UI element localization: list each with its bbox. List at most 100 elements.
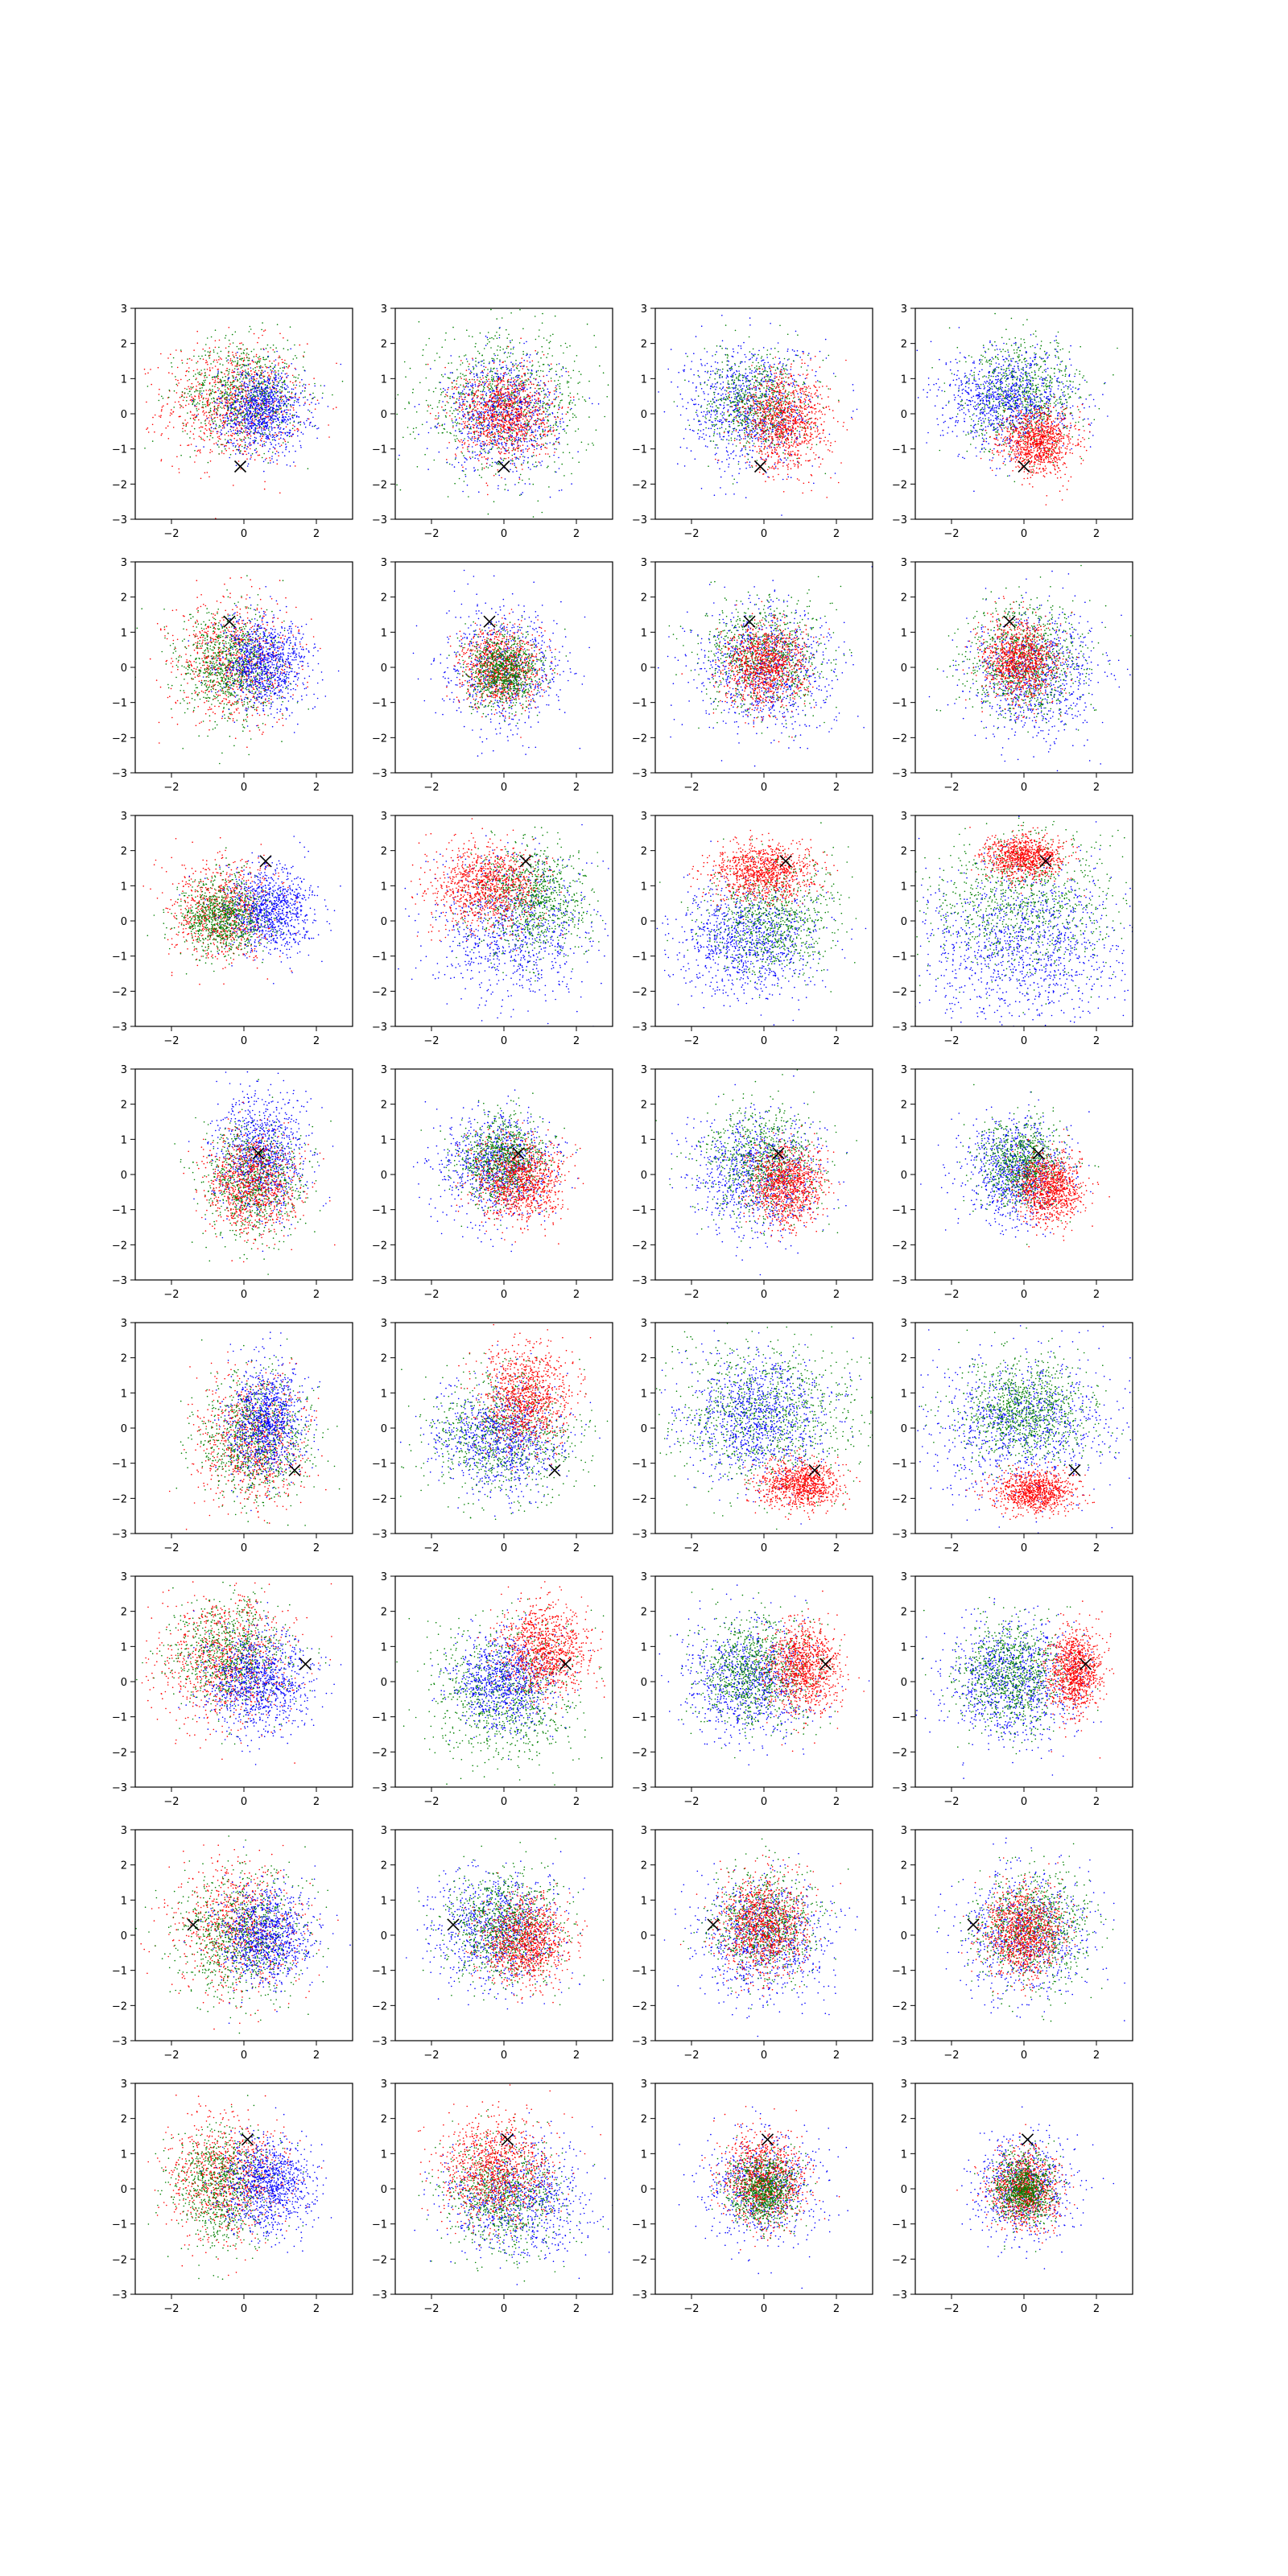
scatter-point <box>217 399 219 401</box>
scatter-point <box>231 394 233 396</box>
scatter-point <box>467 361 469 362</box>
scatter-point <box>540 423 542 424</box>
scatter-point <box>472 456 473 458</box>
scatter-point <box>240 421 242 423</box>
scatter-point <box>483 366 485 368</box>
scatter-point <box>478 431 480 433</box>
scatter-point <box>513 392 514 394</box>
scatter-point <box>555 441 557 443</box>
scatter-point <box>533 413 535 415</box>
scatter-point <box>502 422 504 423</box>
scatter-point <box>569 403 571 405</box>
scatter-point <box>470 458 472 460</box>
scatter-point <box>543 403 544 405</box>
scatter-point <box>243 440 245 441</box>
scatter-point <box>388 369 390 371</box>
scatter-point <box>464 403 466 405</box>
scatter-point <box>447 431 448 433</box>
scatter-point <box>266 390 267 392</box>
scatter-point <box>472 446 473 448</box>
scatter-point <box>208 477 210 478</box>
scatter-point <box>287 386 289 388</box>
scatter-point <box>244 448 246 449</box>
scatter-point <box>481 477 482 478</box>
scatter-point <box>555 423 556 425</box>
scatter-point <box>491 377 493 378</box>
scatter-point <box>542 407 543 408</box>
scatter-point <box>241 342 242 344</box>
scatter-point <box>534 466 535 468</box>
scatter-point <box>230 398 232 400</box>
scatter-point <box>438 417 440 419</box>
scatter-point <box>267 425 269 427</box>
scatter-point <box>250 395 251 397</box>
scatter-point <box>493 501 495 502</box>
scatter-point <box>529 448 530 449</box>
scatter-point <box>541 444 543 445</box>
scatter-point <box>466 459 468 460</box>
scatter-point <box>469 336 470 337</box>
scatter-point <box>485 336 487 337</box>
scatter-point <box>234 361 236 362</box>
scatter-point <box>446 459 448 460</box>
scatter-point <box>266 438 267 440</box>
scatter-point <box>566 425 568 427</box>
scatter-point <box>505 361 506 362</box>
scatter-point <box>504 384 506 386</box>
scatter-point <box>468 440 469 442</box>
scatter-point <box>554 380 555 382</box>
scatter-point <box>230 388 232 390</box>
scatter-point <box>247 446 249 448</box>
scatter-point <box>276 390 278 391</box>
scatter-point <box>400 489 402 491</box>
scatter-point <box>509 393 510 394</box>
scatter-point <box>456 456 457 457</box>
scatter-point <box>250 423 251 424</box>
scatter-point <box>258 383 259 385</box>
scatter-point <box>297 431 299 432</box>
scatter-point <box>549 456 551 457</box>
scatter-point <box>434 360 436 361</box>
scatter-point <box>315 425 316 427</box>
scatter-point <box>237 444 239 445</box>
scatter-point <box>245 444 246 446</box>
scatter-point <box>269 383 270 385</box>
scatter-point <box>258 423 260 424</box>
scatter-point <box>584 399 586 401</box>
scatter-point <box>235 425 237 427</box>
scatter-point <box>291 407 292 408</box>
scatter-point <box>549 414 551 415</box>
scatter-point <box>218 405 220 407</box>
scatter-point <box>550 369 551 370</box>
scatter-point <box>497 448 498 449</box>
scatter-point <box>274 427 275 429</box>
scatter-point <box>227 378 229 380</box>
scatter-point <box>547 419 549 421</box>
scatter-point <box>233 361 234 363</box>
scatter-point <box>270 347 271 349</box>
scatter-point <box>217 440 219 442</box>
scatter-point <box>527 461 529 463</box>
scatter-point <box>283 401 285 402</box>
scatter-point <box>272 434 274 436</box>
scatter-point <box>266 394 267 395</box>
scatter-point <box>259 361 261 362</box>
scatter-point <box>235 447 237 448</box>
scatter-point <box>514 441 516 443</box>
scatter-point <box>475 346 477 348</box>
scatter-point <box>530 354 531 356</box>
scatter-point <box>499 464 501 465</box>
scatter-point <box>574 361 576 362</box>
scatter-point <box>277 418 279 419</box>
scatter-point <box>282 452 283 453</box>
scatter-point <box>272 440 274 441</box>
scatter-point <box>203 358 204 360</box>
scatter-point <box>539 427 540 429</box>
scatter-point <box>181 396 183 398</box>
scatter-point <box>522 351 524 353</box>
scatter-point <box>207 400 208 402</box>
scatter-point <box>193 400 195 402</box>
scatter-point <box>279 392 281 394</box>
y-tick-label: 2 <box>121 339 127 351</box>
scatter-point <box>509 436 510 438</box>
